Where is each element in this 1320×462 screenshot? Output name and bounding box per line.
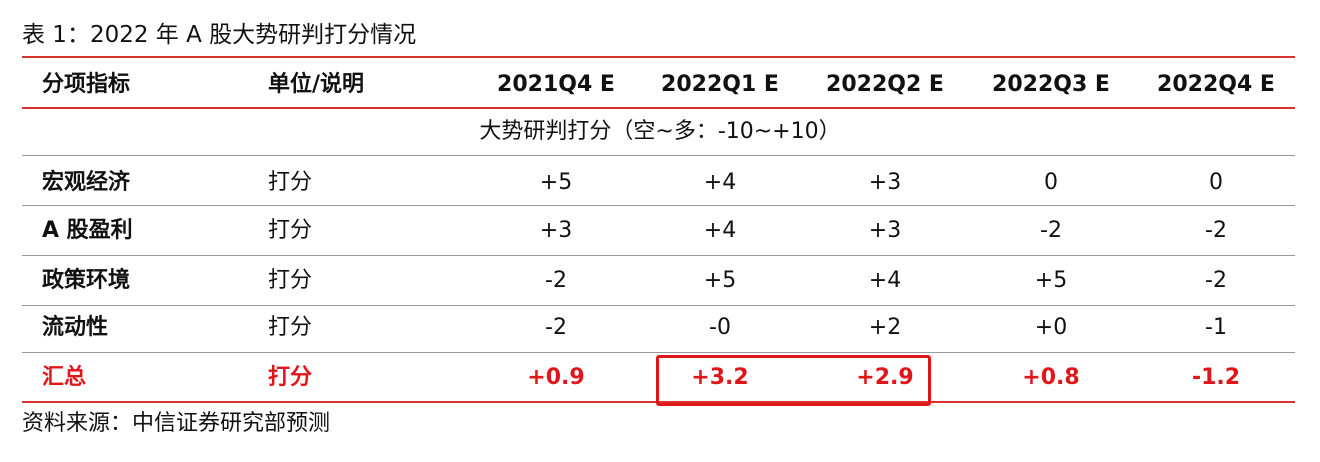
rule [22,352,1295,353]
cell: +4 [703,170,737,195]
cell: -0 [709,315,731,340]
rule [22,56,1295,58]
cell: 打分 [268,315,313,340]
cell: -2 [1040,218,1062,243]
column-header: 2022Q2 E [826,72,944,97]
cell: +0.9 [527,365,585,390]
cell: 打分 [268,365,313,390]
rule [22,107,1295,109]
cell: -2 [545,268,567,293]
cell: +4 [868,268,902,293]
cell: +5 [539,170,573,195]
source-note: 资料来源：中信证券研究部预测 [22,411,331,436]
cell: +0 [1034,315,1068,340]
cell: 打分 [268,170,313,195]
rule [22,155,1295,156]
highlight-box [656,355,931,406]
cell: +3 [539,218,573,243]
table-title: 表 1：2022 年 A 股大势研判打分情况 [22,22,417,48]
column-header: 分项指标 [42,72,131,97]
cell: -2 [1205,268,1227,293]
cell: +2 [868,315,902,340]
cell: +3.2 [691,365,749,390]
row-label: 政策环境 [42,268,131,293]
cell: 0 [1209,170,1223,195]
row-label: A 股盈利 [42,218,133,243]
cell: +3 [868,218,902,243]
row-label: 汇总 [42,365,87,390]
cell: -2 [1205,218,1227,243]
column-header: 2021Q4 E [497,72,615,97]
column-header: 2022Q4 E [1157,72,1275,97]
cell: 0 [1044,170,1058,195]
cell: 打分 [268,268,313,293]
column-header: 2022Q1 E [661,72,779,97]
cell: -1 [1205,315,1227,340]
rule [22,305,1295,306]
cell: 打分 [268,218,313,243]
rule [22,205,1295,206]
rule [22,255,1295,256]
section-header: 大势研判打分（空~多：-10~+10） [479,119,841,144]
column-header: 2022Q3 E [992,72,1110,97]
cell: +2.9 [856,365,914,390]
cell: +3 [868,170,902,195]
cell: +4 [703,218,737,243]
cell: -2 [545,315,567,340]
row-label: 宏观经济 [42,170,131,195]
cell: +5 [1034,268,1068,293]
cell: +0.8 [1022,365,1080,390]
row-label: 流动性 [42,315,109,340]
cell: -1.2 [1191,365,1241,390]
cell: +5 [703,268,737,293]
column-header: 单位/说明 [268,72,365,97]
